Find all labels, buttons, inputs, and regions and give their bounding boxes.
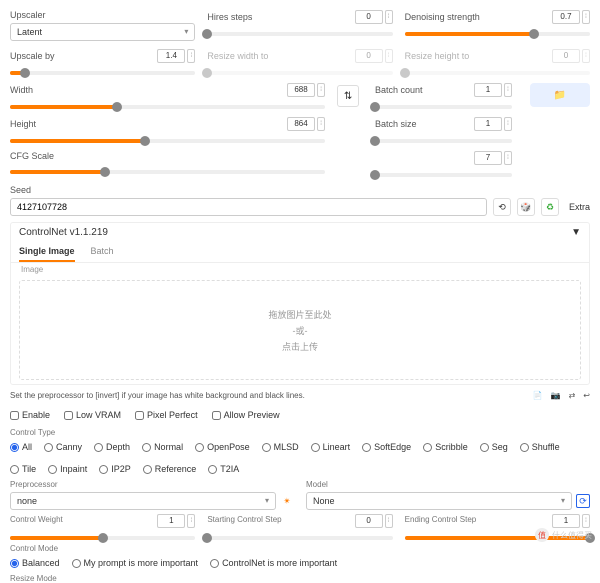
batch-count-field: Batch count 1⁞ — [375, 83, 512, 109]
control-type-group: All Canny Depth Normal OpenPose MLSD Lineart So… — [10, 440, 590, 476]
seed-input[interactable] — [10, 198, 487, 216]
control-type-seg[interactable]: Seg — [480, 442, 508, 452]
denoise-field: Denoising strength 0.7⁞ — [405, 10, 590, 36]
image-drop-zone[interactable]: 拖放图片至此处 -或- 点击上传 — [19, 280, 581, 380]
hires-steps-field: Hires steps 0⁞ — [207, 10, 392, 36]
model-select[interactable]: None▾ — [306, 492, 572, 510]
caret-down-icon: ▼ — [571, 227, 581, 238]
watermark: 值 什么值得买 — [535, 528, 592, 542]
camera-icon[interactable]: 📷 — [551, 391, 561, 400]
control-type-lineart[interactable]: Lineart — [311, 442, 351, 452]
control-type-canny[interactable]: Canny — [44, 442, 82, 452]
width-slider[interactable] — [10, 105, 325, 109]
folder-button[interactable]: 📁 — [530, 83, 590, 107]
denoise-slider[interactable] — [405, 32, 590, 36]
batch-size-field: Batch size 1⁞ — [375, 117, 512, 143]
image-sub-label: Image — [11, 263, 589, 276]
tab-batch[interactable]: Batch — [91, 242, 114, 262]
recycle-icon[interactable]: ♻ — [541, 198, 559, 216]
height-field: Height 864⁞ — [10, 117, 325, 143]
hires-steps-slider[interactable] — [207, 32, 392, 36]
folder-icon: 📁 — [554, 90, 566, 101]
new-canvas-icon[interactable]: 📄 — [533, 391, 543, 400]
send-icon[interactable]: ↩ — [583, 391, 590, 400]
pixel-perfect-check[interactable]: Pixel Perfect — [135, 410, 198, 420]
extra-label[interactable]: Extra — [569, 202, 590, 212]
explosion-icon[interactable]: ✴ — [280, 494, 294, 508]
resize-h-field: Resize height to 0⁞ — [405, 49, 590, 75]
extra-right-field: 7⁞ — [375, 151, 512, 177]
dice-icon[interactable]: 🎲 — [517, 198, 535, 216]
control-type-shuffle[interactable]: Shuffle — [520, 442, 560, 452]
controlnet-header[interactable]: ControlNet v1.1.219 ▼ — [11, 223, 589, 242]
hires-steps-value[interactable]: 0 — [355, 10, 383, 24]
control-mode-group: Balanced My prompt is more important Contr… — [10, 556, 590, 570]
start-step-slider[interactable] — [207, 536, 392, 540]
control-type-inpaint[interactable]: Inpaint — [48, 464, 87, 474]
checks-row: Enable Low VRAM Pixel Perfect Allow Prev… — [10, 406, 590, 424]
control-weight-slider[interactable] — [10, 536, 195, 540]
control-type-scribble[interactable]: Scribble — [423, 442, 468, 452]
swap-icon[interactable]: ⇄ — [569, 391, 576, 400]
preprocessor-select[interactable]: none▾ — [10, 492, 276, 510]
resize-w-field: Resize width to 0⁞ — [207, 49, 392, 75]
upscaler-label: Upscaler — [10, 10, 195, 20]
control-mode-2[interactable]: ControlNet is more important — [210, 558, 337, 568]
smzdm-logo-icon: 值 — [535, 528, 549, 542]
control-type-softedge[interactable]: SoftEdge — [362, 442, 411, 452]
control-type-t2ia[interactable]: T2IA — [208, 464, 239, 474]
width-field: Width 688⁞ — [10, 83, 325, 109]
upscale-by-slider[interactable] — [10, 71, 195, 75]
upscaler-field: Upscaler Latent▾ — [10, 10, 195, 41]
chevron-down-icon: ▾ — [184, 24, 188, 40]
lowvram-check[interactable]: Low VRAM — [64, 410, 121, 420]
control-mode-1[interactable]: My prompt is more important — [72, 558, 199, 568]
height-slider[interactable] — [10, 139, 325, 143]
upscaler-select[interactable]: Latent▾ — [10, 23, 195, 41]
cfg-slider[interactable] — [10, 170, 325, 174]
control-type-reference[interactable]: Reference — [143, 464, 197, 474]
allow-preview-check[interactable]: Allow Preview — [212, 410, 280, 420]
control-mode-0[interactable]: Balanced — [10, 558, 60, 568]
enable-check[interactable]: Enable — [10, 410, 50, 420]
control-type-ip2p[interactable]: IP2P — [99, 464, 131, 474]
controlnet-panel: ControlNet v1.1.219 ▼ Single Image Batch… — [10, 222, 590, 385]
tab-single-image[interactable]: Single Image — [19, 242, 75, 262]
swap-dims-button[interactable]: ⇅ — [337, 85, 359, 107]
control-type-all[interactable]: All — [10, 442, 32, 452]
upscale-by-field: Upscale by 1.4⁞ — [10, 49, 195, 75]
cfg-field: CFG Scale — [10, 151, 325, 174]
control-type-depth[interactable]: Depth — [94, 442, 130, 452]
seed-field: Seed ⟲ 🎲 ♻ Extra — [10, 185, 590, 216]
control-type-tile[interactable]: Tile — [10, 464, 36, 474]
refresh-icon[interactable]: ⟳ — [576, 494, 590, 508]
stepper-icon[interactable]: ⁞ — [385, 10, 393, 24]
control-type-mlsd[interactable]: MLSD — [262, 442, 299, 452]
control-type-openpose[interactable]: OpenPose — [195, 442, 250, 452]
preprocessor-note: Set the preprocessor to [invert] if your… — [10, 391, 305, 400]
seed-reset-button[interactable]: ⟲ — [493, 198, 511, 216]
control-type-normal[interactable]: Normal — [142, 442, 183, 452]
